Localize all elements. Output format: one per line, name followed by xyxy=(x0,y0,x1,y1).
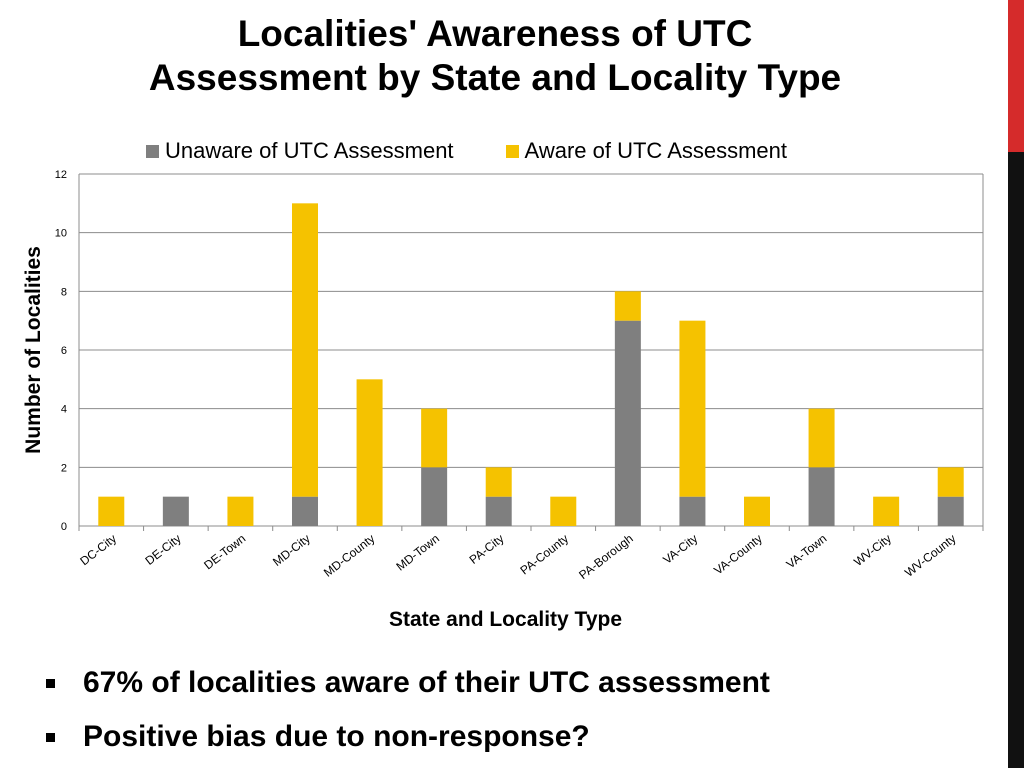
slide-title-line-2: Assessment by State and Locality Type xyxy=(148,57,842,98)
bar-aware xyxy=(808,408,835,468)
y-tick-label: 12 xyxy=(55,169,67,181)
bar-unaware xyxy=(485,496,512,526)
bar-aware xyxy=(614,291,641,321)
slide-title: Localities' Awareness of UTC Assessment … xyxy=(0,12,990,100)
x-tick-label: DC-City xyxy=(77,531,119,568)
bullet-item: Positive bias due to non-response? xyxy=(46,710,770,764)
bar-aware xyxy=(873,496,900,526)
bar-aware xyxy=(485,467,512,497)
bar-aware xyxy=(550,496,577,526)
bar-aware xyxy=(421,408,448,468)
bar-unaware xyxy=(937,496,964,526)
bar-unaware xyxy=(292,496,318,526)
y-tick-label: 8 xyxy=(61,286,67,298)
bar-unaware xyxy=(614,320,641,526)
x-tick-label: MD-County xyxy=(321,531,377,579)
legend-item-unaware: Unaware of UTC Assessment xyxy=(146,138,454,164)
bar-unaware xyxy=(162,496,189,526)
bar-aware xyxy=(937,467,964,497)
bar-unaware xyxy=(421,467,448,526)
x-tick-label: WV-City xyxy=(851,531,894,569)
x-tick-label: DE-City xyxy=(143,531,184,567)
x-tick-label: WV-County xyxy=(902,531,958,579)
x-tick-label: VA-Town xyxy=(784,531,830,571)
bullet-item: 67% of localities aware of their UTC ass… xyxy=(46,656,770,710)
legend-label-unaware: Unaware of UTC Assessment xyxy=(165,138,454,163)
x-tick-label: MD-Town xyxy=(393,531,442,573)
x-tick-label: DE-Town xyxy=(201,531,248,572)
x-axis-label: State and Locality Type xyxy=(389,608,622,631)
bullet-text: 67% of localities aware of their UTC ass… xyxy=(83,666,770,699)
chart-legend: Unaware of UTC Assessment Aware of UTC A… xyxy=(146,138,839,164)
y-tick-label: 10 xyxy=(55,228,67,240)
bar-aware xyxy=(679,320,706,497)
y-tick-label: 0 xyxy=(61,521,67,533)
bar-aware xyxy=(292,203,318,497)
legend-item-aware: Aware of UTC Assessment xyxy=(505,138,788,164)
x-tick-label: MD-City xyxy=(270,531,313,569)
slide-title-line-1: Localities' Awareness of UTC xyxy=(237,13,753,54)
accent-bar-red xyxy=(1008,0,1024,152)
y-tick-label: 2 xyxy=(61,462,67,474)
y-axis-label: Number of Localities xyxy=(22,246,45,454)
bar-aware xyxy=(227,496,254,526)
bar-unaware xyxy=(808,467,835,526)
x-tick-label: PA-Borough xyxy=(576,531,635,582)
legend-swatch-unaware xyxy=(146,144,159,158)
bullet-text: Positive bias due to non-response? xyxy=(83,720,590,753)
x-tick-label: VA-County xyxy=(711,531,765,577)
bullet-list: 67% of localities aware of their UTC ass… xyxy=(46,656,770,764)
legend-swatch-aware xyxy=(505,144,519,158)
bar-unaware xyxy=(679,496,706,526)
bar-aware xyxy=(744,496,770,526)
x-tick-label: PA-County xyxy=(517,531,571,577)
bullet-marker-icon xyxy=(46,678,55,688)
accent-bar-black xyxy=(1008,152,1024,768)
y-tick-label: 4 xyxy=(61,404,67,416)
legend-label-aware: Aware of UTC Assessment xyxy=(524,138,788,163)
bullet-marker-icon xyxy=(46,732,55,742)
bar-aware xyxy=(356,379,383,526)
bar-aware xyxy=(98,496,125,526)
x-tick-label: PA-City xyxy=(467,531,507,567)
y-tick-label: 6 xyxy=(61,345,67,357)
x-tick-label: VA-City xyxy=(660,531,700,567)
